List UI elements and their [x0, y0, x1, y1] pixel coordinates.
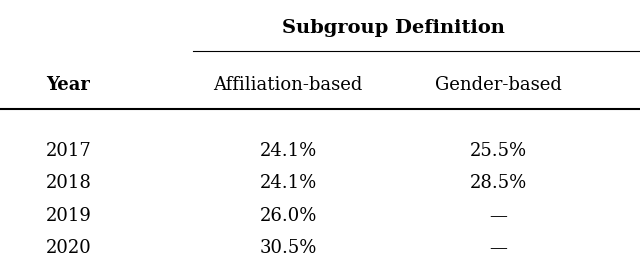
Text: 2019: 2019	[46, 207, 92, 225]
Text: 25.5%: 25.5%	[470, 142, 527, 160]
Text: Year: Year	[46, 76, 90, 94]
Text: Gender-based: Gender-based	[435, 76, 562, 94]
Text: Affiliation-based: Affiliation-based	[214, 76, 363, 94]
Text: —: —	[490, 207, 508, 225]
Text: 24.1%: 24.1%	[259, 142, 317, 160]
Text: 28.5%: 28.5%	[470, 174, 527, 192]
Text: Subgroup Definition: Subgroup Definition	[282, 19, 505, 37]
Text: 24.1%: 24.1%	[259, 174, 317, 192]
Text: 2017: 2017	[46, 142, 92, 160]
Text: 2020: 2020	[46, 239, 92, 257]
Text: 26.0%: 26.0%	[259, 207, 317, 225]
Text: 30.5%: 30.5%	[259, 239, 317, 257]
Text: —: —	[490, 239, 508, 257]
Text: 2018: 2018	[46, 174, 92, 192]
